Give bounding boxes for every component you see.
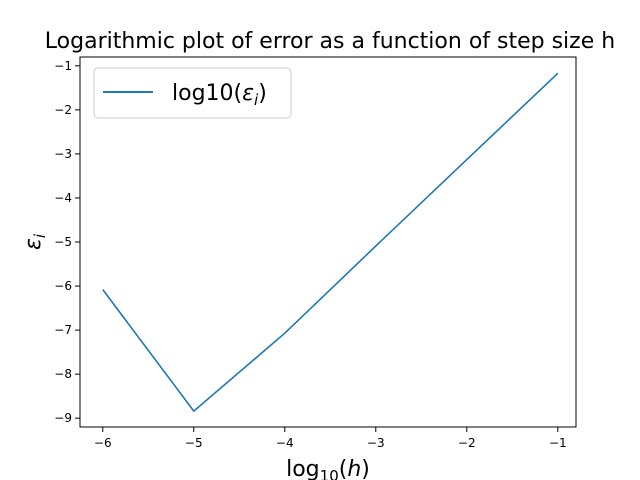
chart-title: Logarithmic plot of error as a function …	[45, 29, 615, 54]
x-tick-label: −1	[549, 436, 567, 450]
y-tick-label: −7	[54, 323, 72, 337]
y-tick-label: −5	[54, 235, 72, 249]
x-tick-label: −5	[185, 436, 203, 450]
x-tick-label: −4	[276, 436, 294, 450]
series-layer	[102, 72, 559, 413]
y-tick-label: −4	[54, 191, 72, 205]
x-tick-label: −6	[94, 436, 112, 450]
y-tick-label: −3	[54, 147, 72, 161]
y-axis: −9 −8 −7 −6 −5 −4 −3 −2 −1	[54, 59, 80, 425]
y-tick-label: −1	[54, 59, 72, 73]
x-tick-label: −2	[458, 436, 476, 450]
y-tick-label: −8	[54, 367, 72, 381]
y-tick-label: −2	[54, 103, 72, 117]
legend-box	[93, 67, 292, 119]
y-axis-label: εi	[21, 233, 49, 250]
y-tick-label: −9	[54, 411, 72, 425]
y-tick-label: −6	[54, 279, 72, 293]
x-tick-label: −3	[367, 436, 385, 450]
x-axis-label: log10(h)	[286, 457, 370, 480]
x-axis: −6 −5 −4 −3 −2 −1	[94, 427, 567, 450]
legend: log10(εi)	[93, 67, 292, 119]
legend-entry-label: log10(εi)	[172, 81, 267, 109]
series-line	[102, 72, 559, 413]
